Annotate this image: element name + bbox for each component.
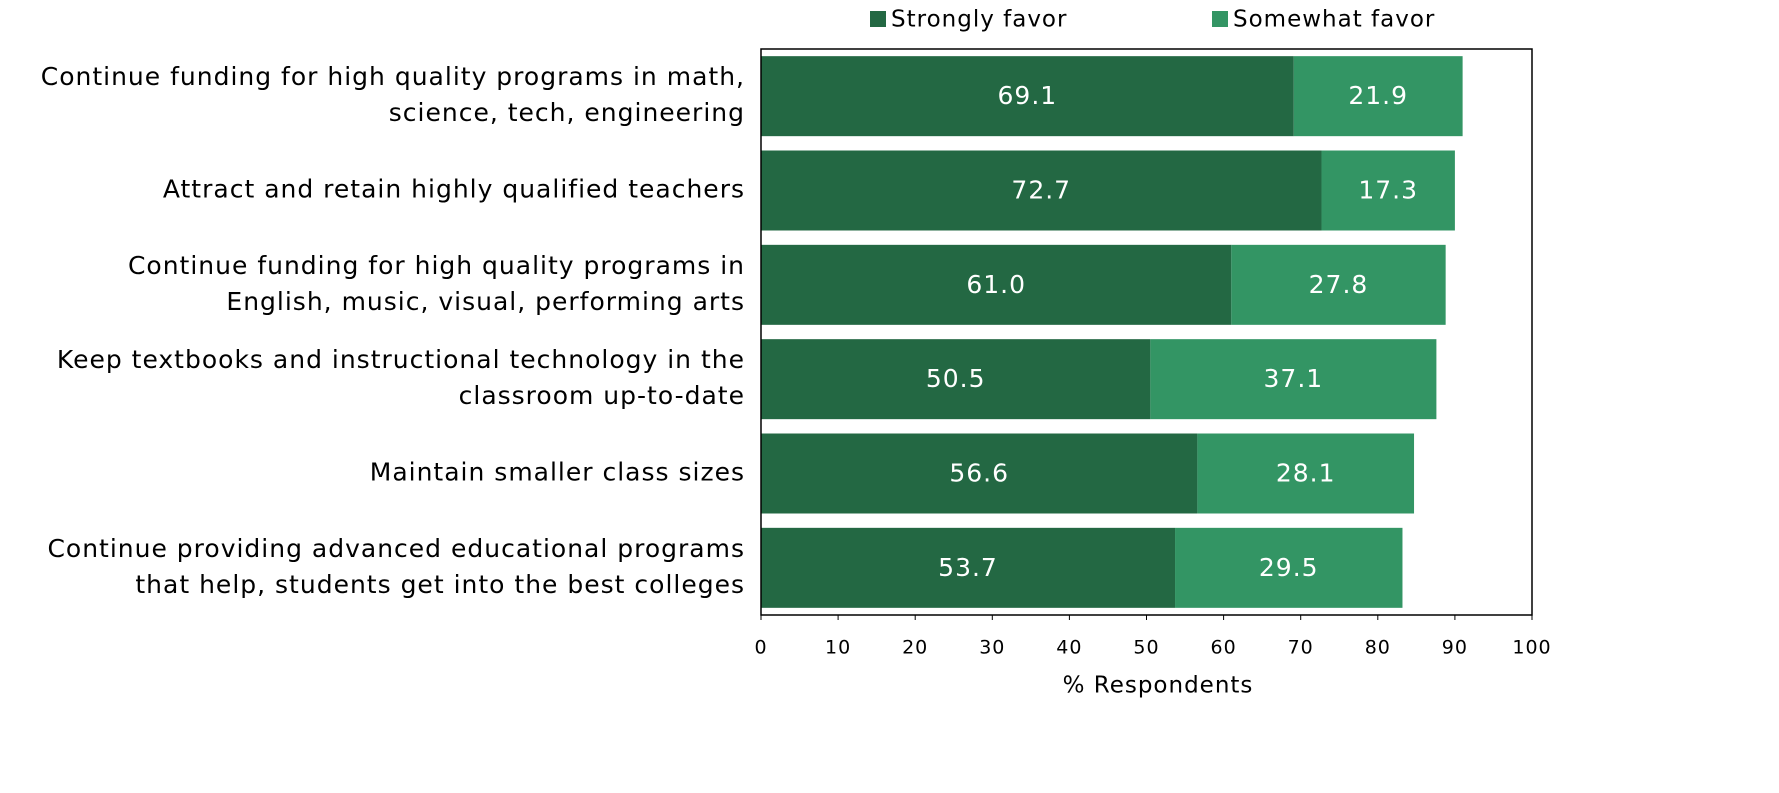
value-label: 17.3: [1358, 176, 1418, 205]
category-label: Continue funding for high quality progra…: [41, 62, 745, 91]
value-label: 69.1: [998, 81, 1058, 110]
bar-segment: [761, 527, 1176, 608]
bar-segment: [761, 56, 1294, 137]
category-label: Continue funding for high quality progra…: [128, 251, 745, 280]
category-label: Keep textbooks and instructional technol…: [57, 345, 745, 374]
legend-label: Strongly favor: [891, 7, 1067, 33]
value-label: 27.8: [1309, 270, 1369, 299]
category-label: Continue providing advanced educational …: [47, 534, 745, 563]
x-tick-label: 10: [825, 637, 851, 659]
value-label: 21.9: [1348, 81, 1408, 110]
x-tick-label: 70: [1288, 637, 1314, 659]
x-axis-label: % Respondents: [1063, 673, 1254, 699]
bar-segment: [1231, 244, 1446, 325]
x-tick-label: 40: [1056, 637, 1082, 659]
x-tick-label: 100: [1512, 637, 1551, 659]
x-tick-label: 80: [1365, 637, 1391, 659]
value-label: 56.6: [949, 459, 1009, 488]
legend-swatch: [870, 11, 886, 27]
category-label: science, tech, engineering: [389, 98, 745, 127]
bar-segment: [1321, 150, 1455, 231]
category-label: that help, students get into the best co…: [135, 570, 745, 599]
value-label: 50.5: [926, 364, 986, 393]
x-tick-label: 20: [902, 637, 928, 659]
category-label: classroom up-to-date: [459, 381, 745, 410]
category-label: English, music, visual, performing arts: [226, 287, 745, 316]
bar-segment: [761, 433, 1198, 514]
value-label: 28.1: [1276, 459, 1336, 488]
x-tick-label: 30: [979, 637, 1005, 659]
x-tick-label: 90: [1442, 637, 1468, 659]
bar-segment: [1197, 433, 1415, 514]
value-label: 37.1: [1264, 364, 1324, 393]
bar-segment: [761, 150, 1322, 231]
bar-segment: [761, 339, 1151, 420]
category-label: Maintain smaller class sizes: [370, 458, 745, 487]
bar-segment: [1150, 339, 1437, 420]
category-label: Attract and retain highly qualified teac…: [163, 175, 745, 204]
bar-segment: [1175, 527, 1403, 608]
bar-segment: [761, 244, 1232, 325]
value-label: 72.7: [1011, 176, 1071, 205]
value-label: 29.5: [1259, 553, 1319, 582]
legend-label: Somewhat favor: [1233, 7, 1435, 33]
x-tick-label: 50: [1133, 637, 1159, 659]
bar-segment: [1293, 56, 1463, 137]
value-label: 53.7: [938, 553, 998, 582]
x-tick-label: 60: [1211, 637, 1237, 659]
legend-swatch: [1212, 11, 1228, 27]
value-label: 61.0: [966, 270, 1026, 299]
x-tick-label: 0: [754, 637, 767, 659]
